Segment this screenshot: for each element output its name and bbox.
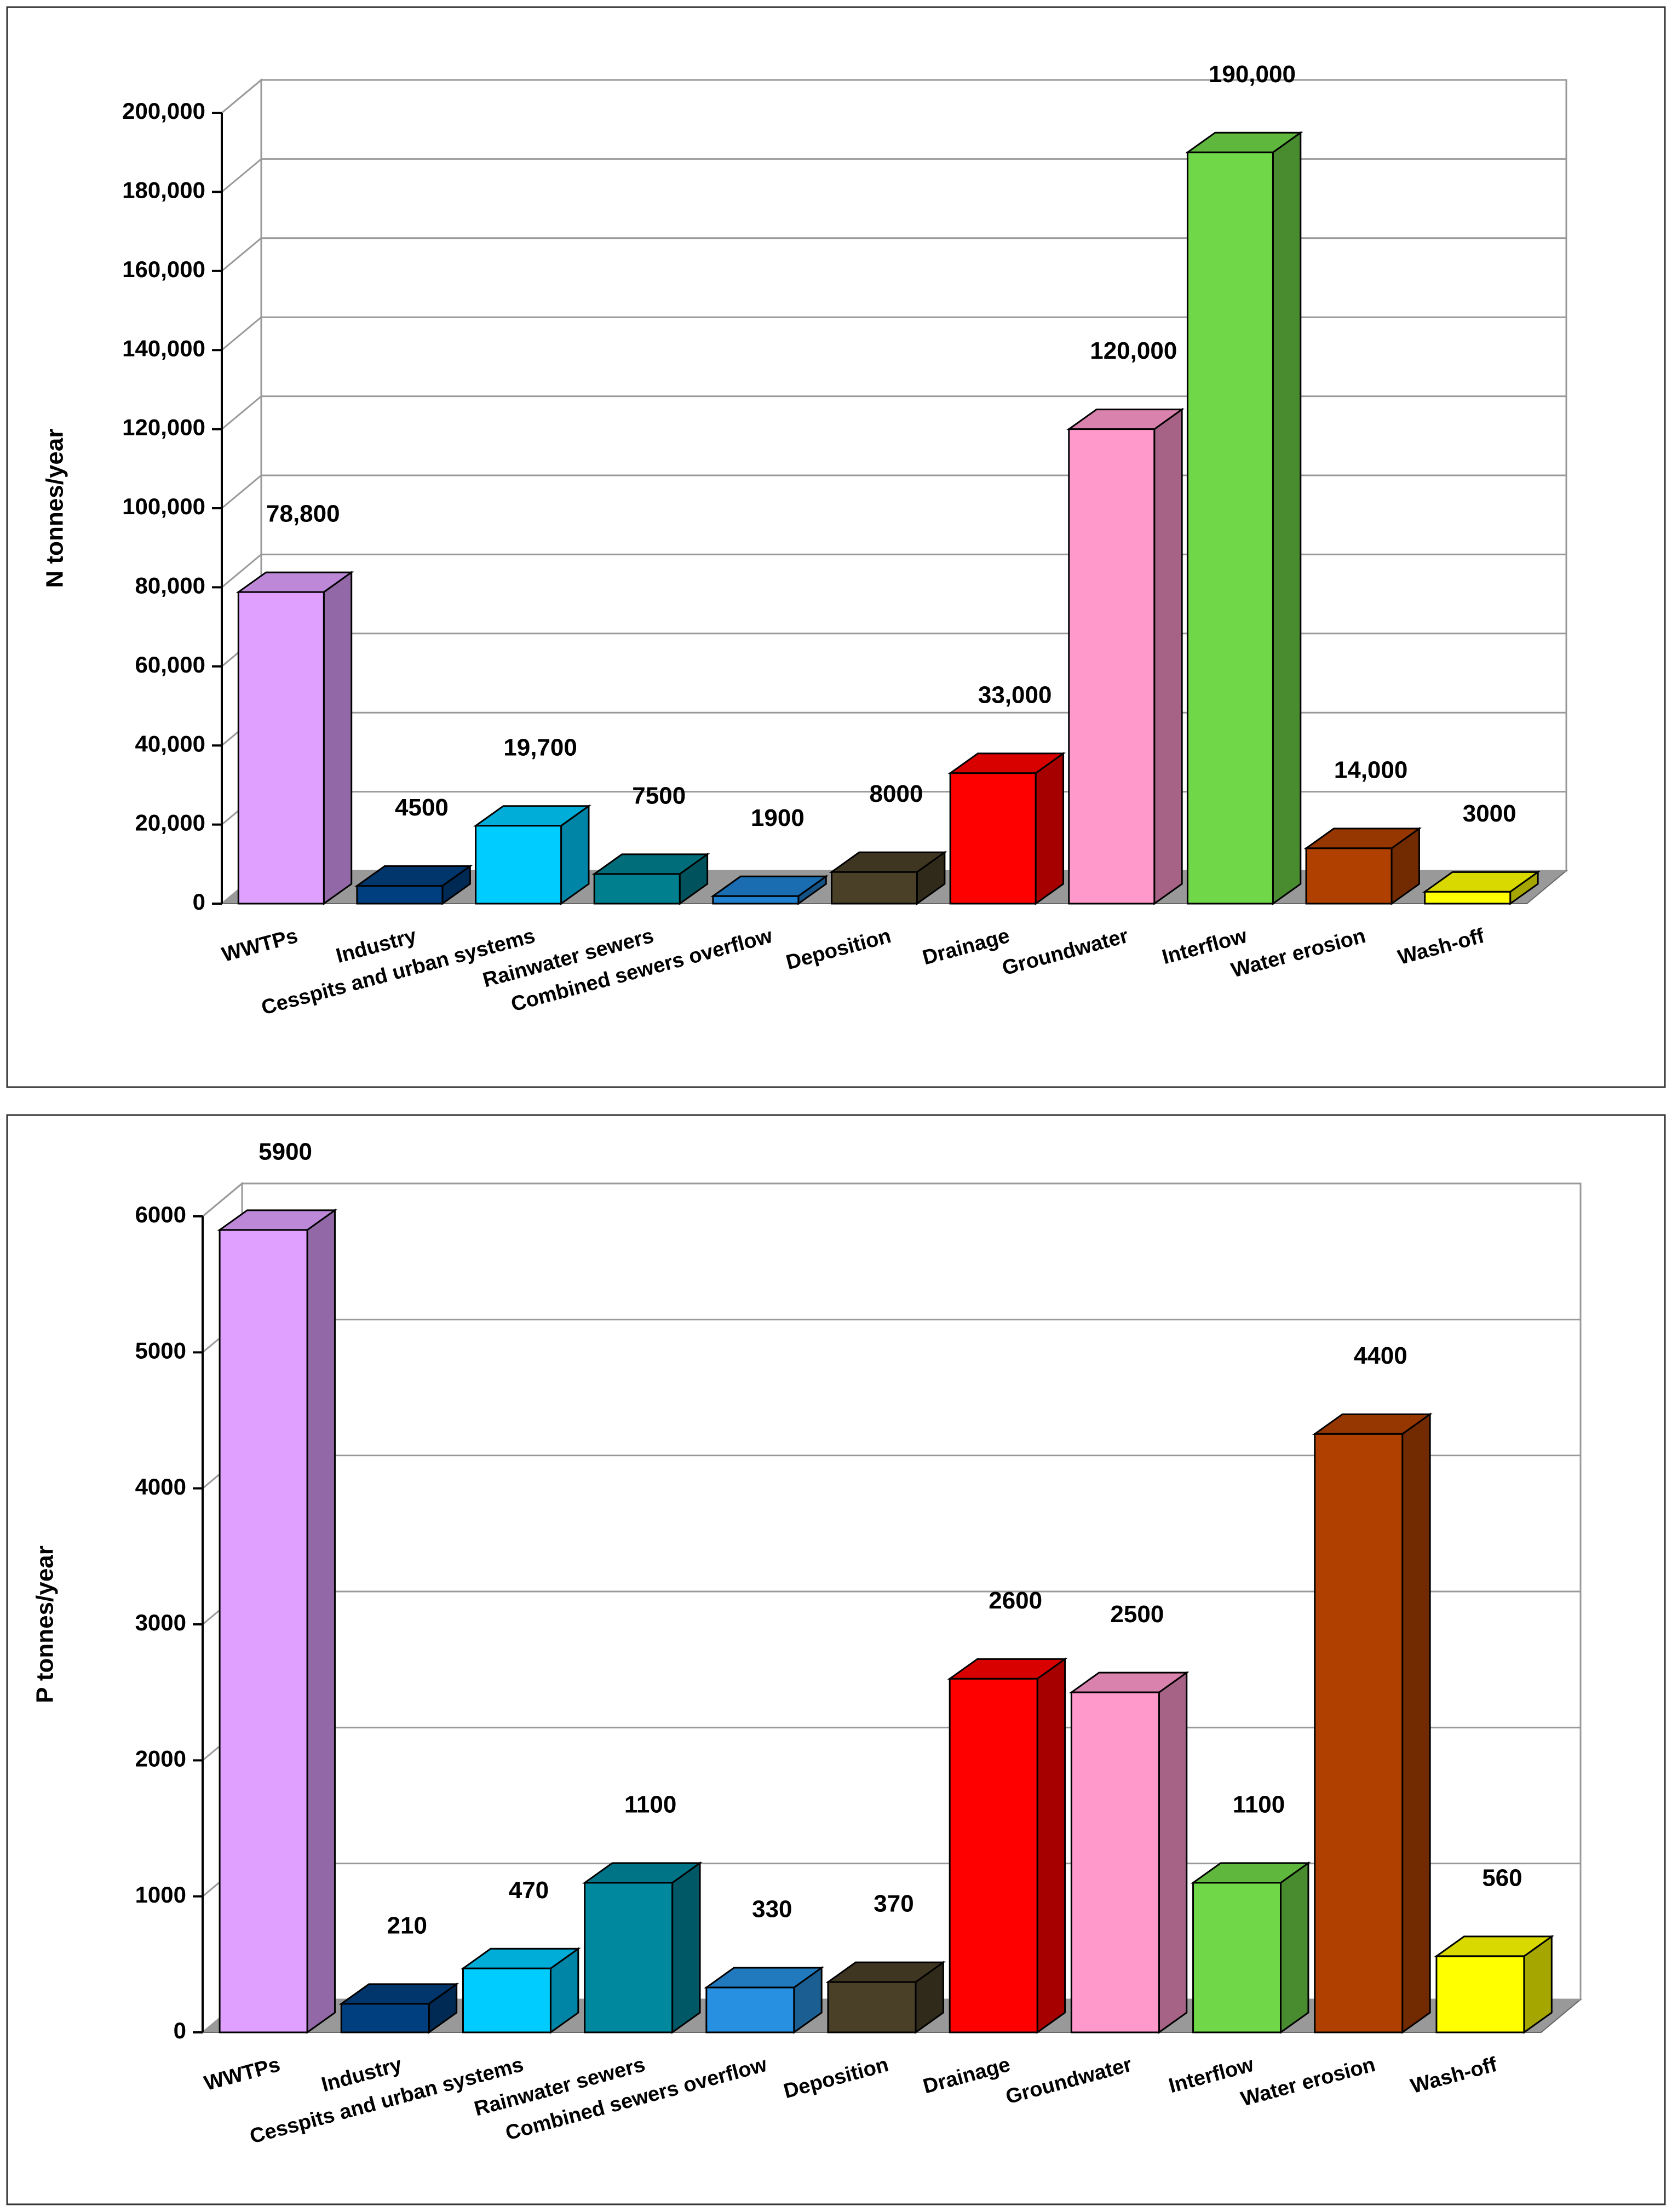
data-label: 190,000 xyxy=(1209,61,1296,88)
y-tick-label: 40,000 xyxy=(135,731,205,756)
bar-side xyxy=(306,1208,336,2034)
bar xyxy=(1435,1955,1525,2033)
y-tick-label: 4000 xyxy=(135,1474,186,1499)
data-label: 210 xyxy=(387,1912,427,1939)
y-tick-label: 20,000 xyxy=(135,810,205,836)
bar xyxy=(1314,1433,1404,2033)
y-tick-label: 120,000 xyxy=(122,415,205,440)
bar xyxy=(949,772,1037,905)
grid-line xyxy=(202,1182,1581,1217)
data-label: 370 xyxy=(874,1891,913,1917)
data-label: 14,000 xyxy=(1334,757,1408,784)
data-label: 3000 xyxy=(1463,800,1516,827)
data-label: 4400 xyxy=(1354,1342,1407,1369)
data-label: 470 xyxy=(509,1877,549,1904)
bar xyxy=(1186,151,1274,905)
bar-side xyxy=(1158,1671,1188,2034)
bar xyxy=(219,1229,308,2033)
bar xyxy=(584,1882,674,2033)
y-tick-label: 140,000 xyxy=(122,335,205,361)
data-label: 7500 xyxy=(632,782,686,809)
grid-line xyxy=(221,79,1566,114)
bar xyxy=(237,591,325,905)
y-tick-label: 0 xyxy=(174,2018,186,2043)
y-tick-label: 160,000 xyxy=(122,256,205,282)
y-tick-label: 0 xyxy=(193,889,205,915)
bar-side xyxy=(1153,407,1183,905)
bar-side xyxy=(671,1861,701,2034)
data-label: 4500 xyxy=(395,794,449,821)
bar xyxy=(593,873,681,905)
bar xyxy=(1070,1691,1160,2033)
bar xyxy=(1424,890,1512,905)
grid-line xyxy=(221,158,1566,193)
bar xyxy=(462,1967,551,2033)
bar-side xyxy=(1036,1657,1066,2034)
bar xyxy=(949,1677,1038,2033)
y-tick-label: 60,000 xyxy=(135,652,205,677)
y-tick-label: 3000 xyxy=(135,1610,186,1635)
y-tick-label: 180,000 xyxy=(122,177,205,203)
y-axis-title: N tonnes/year xyxy=(42,429,68,588)
y-tick-label: 6000 xyxy=(135,1202,186,1227)
bar-side xyxy=(1280,1861,1309,2034)
grid-line xyxy=(221,316,1566,351)
bar-side xyxy=(323,571,353,905)
data-label: 19,700 xyxy=(503,734,577,761)
data-label: 120,000 xyxy=(1090,337,1177,364)
y-tick-label: 2000 xyxy=(135,1745,186,1771)
y-tick-label: 100,000 xyxy=(122,493,205,519)
data-label: 1100 xyxy=(1233,1791,1285,1818)
bar xyxy=(1192,1882,1282,2033)
bar xyxy=(827,1981,917,2033)
data-label: 1100 xyxy=(624,1791,676,1818)
data-label: 2500 xyxy=(1110,1601,1164,1628)
data-label: 2600 xyxy=(989,1587,1042,1614)
bar xyxy=(340,2003,430,2033)
bar xyxy=(1305,847,1393,905)
bar xyxy=(705,1986,795,2033)
data-label: 5900 xyxy=(258,1138,312,1165)
y-tick-label: 1000 xyxy=(135,1882,186,1908)
bar xyxy=(712,895,800,905)
bar xyxy=(475,825,562,905)
bar xyxy=(1068,428,1156,905)
data-label: 330 xyxy=(752,1896,792,1923)
grid-line xyxy=(221,237,1566,272)
bar xyxy=(356,885,444,905)
data-label: 560 xyxy=(1482,1865,1522,1892)
bar-side xyxy=(1035,751,1065,905)
bar-side xyxy=(1272,131,1302,905)
y-tick-label: 200,000 xyxy=(122,98,205,124)
data-label: 33,000 xyxy=(978,681,1052,708)
grid-line xyxy=(221,395,1566,430)
data-label: 1900 xyxy=(751,805,805,831)
bar-side xyxy=(1401,1412,1431,2034)
y-axis-title: P tonnes/year xyxy=(32,1545,59,1703)
bar xyxy=(831,871,918,905)
y-tick-label: 5000 xyxy=(135,1337,186,1363)
data-label: 78,800 xyxy=(266,501,340,527)
data-label: 8000 xyxy=(870,780,923,807)
y-tick-label: 80,000 xyxy=(135,572,205,598)
